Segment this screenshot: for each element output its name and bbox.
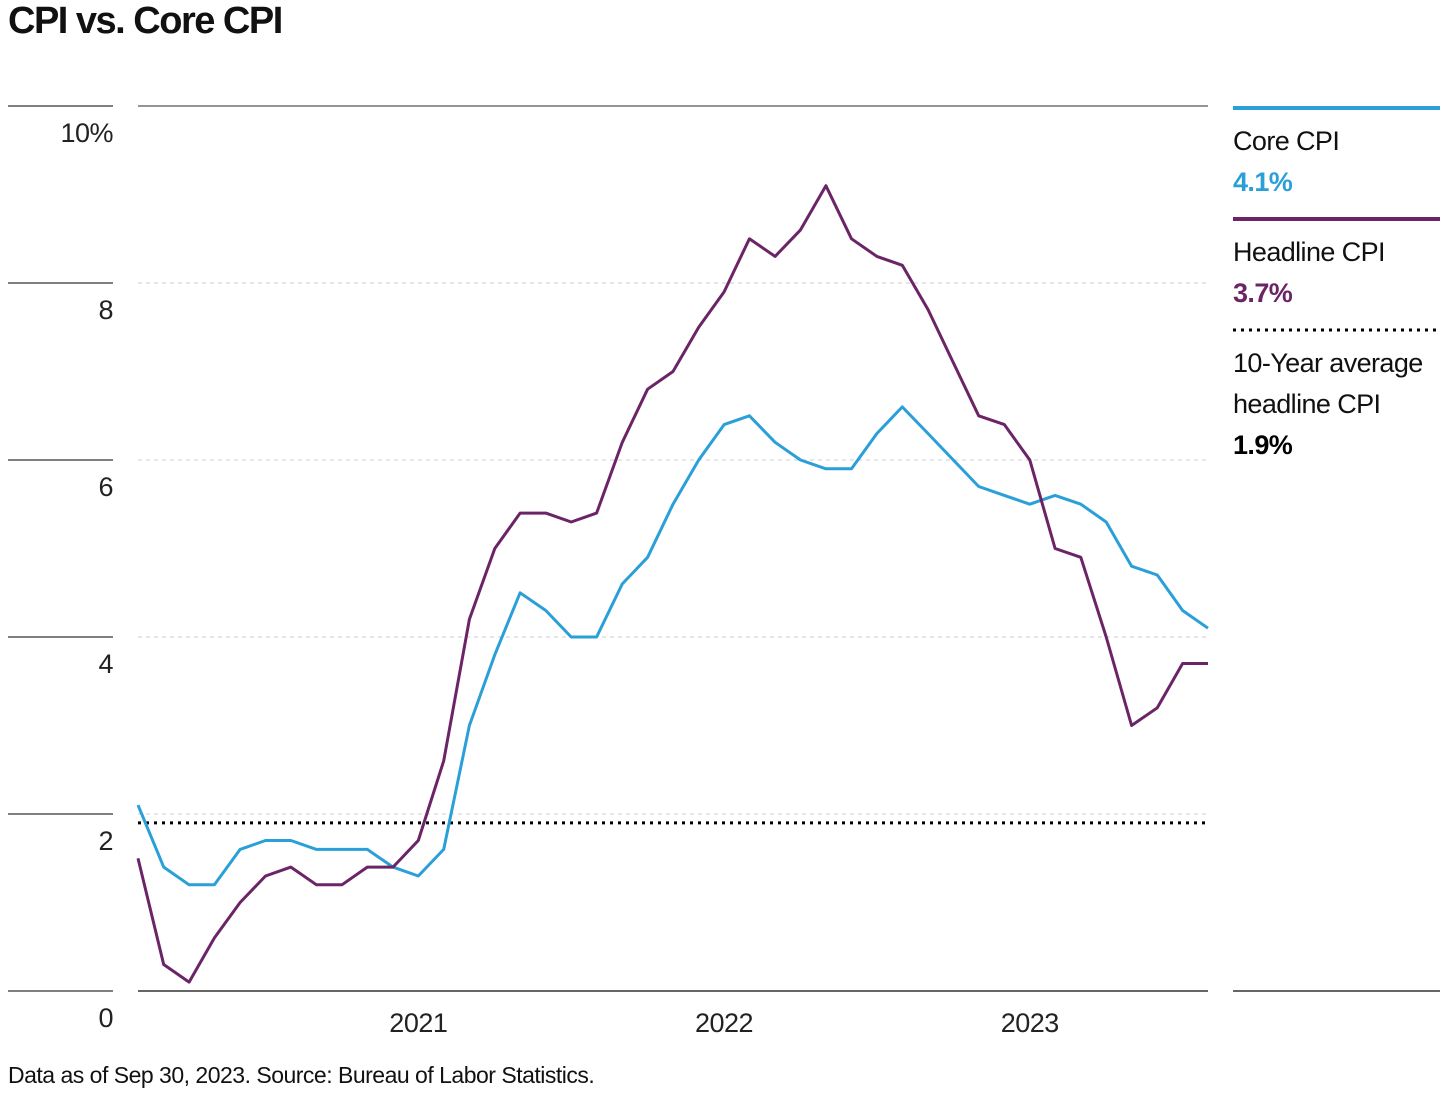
y-tick-label: 2: [98, 826, 113, 856]
chart-title: CPI vs. Core CPI: [8, 0, 283, 42]
legend-entry: Headline CPI 3.7%: [1233, 232, 1433, 314]
y-tick-label: 8: [98, 295, 113, 325]
x-tick-label: 2022: [695, 1008, 753, 1038]
y-tick-label: 0: [98, 1003, 113, 1033]
y-tick-label: 6: [98, 472, 113, 502]
x-tick-label: 2023: [1001, 1008, 1059, 1038]
legend-label: Core CPI: [1233, 126, 1340, 156]
y-tick-label: 10%: [60, 118, 113, 148]
legend-value: 3.7%: [1233, 278, 1293, 308]
legend-entry: Core CPI 4.1%: [1233, 121, 1433, 203]
legend-value: 4.1%: [1233, 167, 1293, 197]
x-tick-label: 2021: [389, 1008, 447, 1038]
footnote: Data as of Sep 30, 2023. Source: Bureau …: [8, 1062, 595, 1088]
legend-label: Headline CPI: [1233, 237, 1385, 267]
legend-value: 1.9%: [1233, 430, 1293, 460]
series-line: [136, 184, 1208, 984]
legend-entry: 10-Year average headline CPI 1.9%: [1233, 343, 1433, 466]
legend-label: 10-Year average headline CPI: [1233, 348, 1423, 419]
series-line: [136, 405, 1209, 887]
y-tick-label: 4: [98, 649, 113, 679]
